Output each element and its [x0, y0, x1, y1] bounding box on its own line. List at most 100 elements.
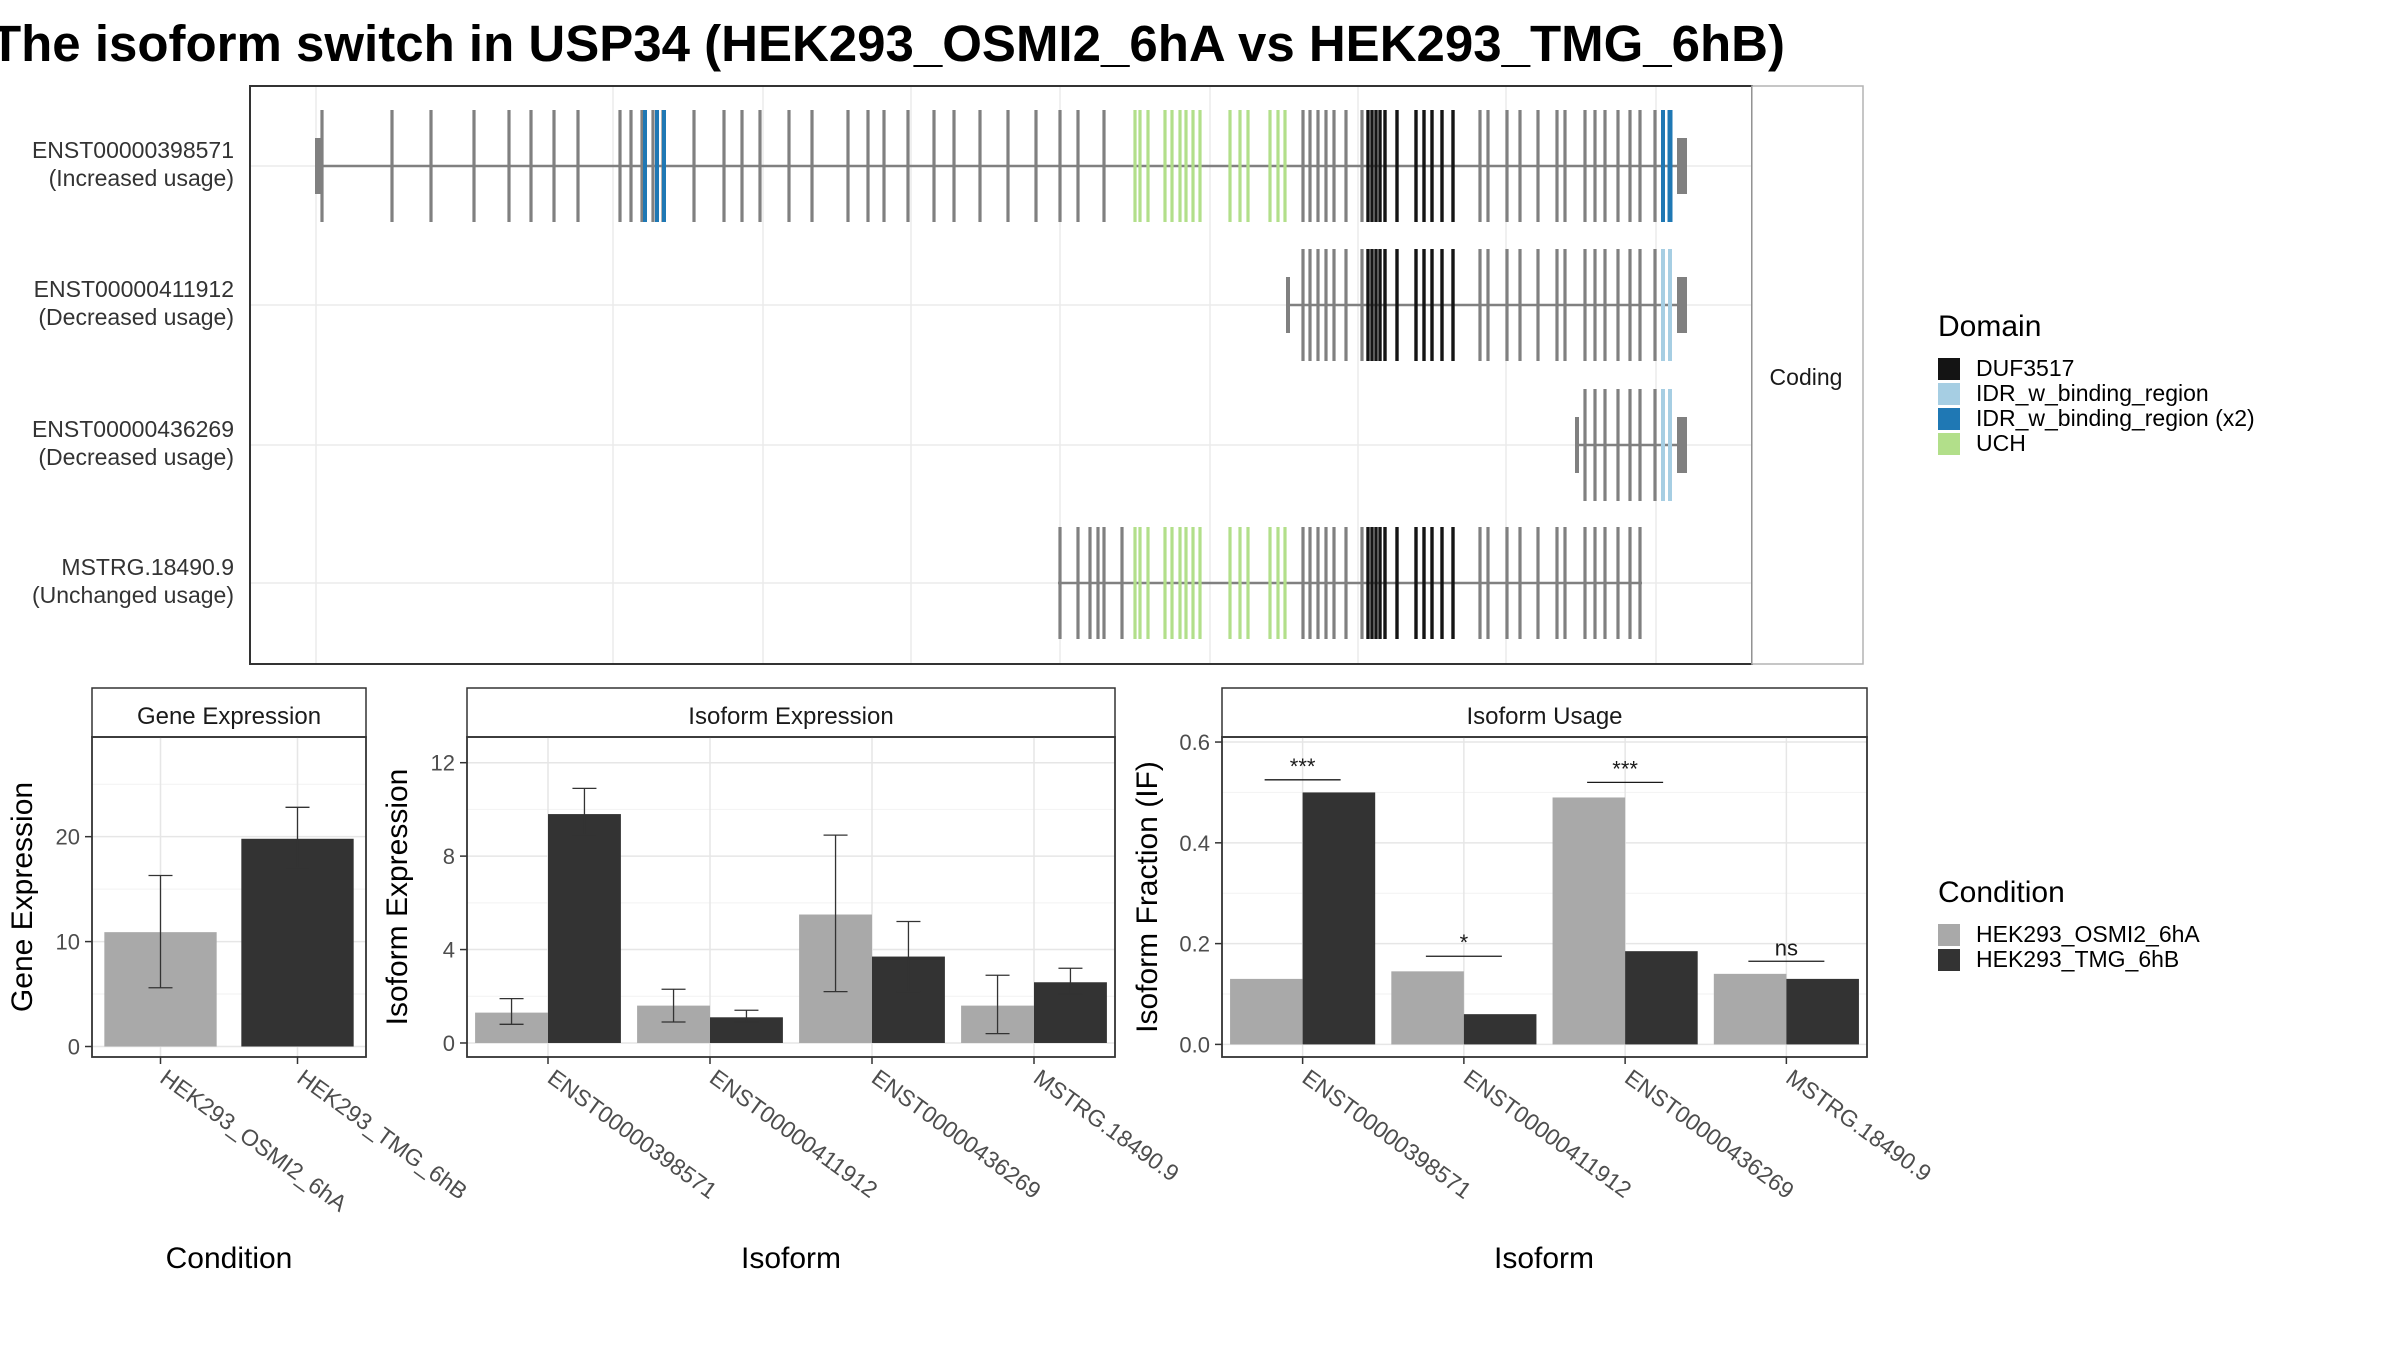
duf3517-exon	[1378, 527, 1382, 639]
significance-label: ns	[1775, 935, 1798, 960]
exon	[1088, 527, 1092, 639]
exon	[787, 110, 791, 222]
duf3517-exon	[1414, 110, 1418, 222]
legend-label: DUF3517	[1976, 355, 2074, 381]
exon	[1102, 110, 1106, 222]
structure-strip	[1751, 85, 1864, 665]
exon	[1593, 249, 1597, 361]
legend-title-condition: Condition	[1938, 876, 2065, 909]
exon	[1324, 110, 1328, 222]
exon	[1332, 527, 1336, 639]
utr-exon	[1286, 277, 1290, 333]
x-tick-label: ENST00000398571	[1298, 1064, 1477, 1204]
uch-exon	[1133, 527, 1137, 639]
exon	[1301, 527, 1305, 639]
y-axis-title: Gene Expression	[6, 782, 39, 1012]
legend-swatch	[1938, 408, 1960, 430]
chart-panel-border	[1221, 736, 1868, 1058]
exon	[1518, 110, 1522, 222]
exon	[1360, 249, 1364, 361]
exon	[1324, 249, 1328, 361]
x-tick-label: ENST00000436269	[1620, 1064, 1799, 1204]
isoform-label: ENST00000436269	[32, 416, 234, 442]
uch-exon	[1133, 110, 1137, 222]
uch-exon	[1170, 527, 1174, 639]
x-tick-label: ENST00000411912	[1459, 1064, 1636, 1203]
exon	[906, 110, 910, 222]
exon	[952, 110, 956, 222]
exon	[1653, 110, 1657, 222]
uch-exon	[1191, 527, 1195, 639]
exon	[576, 110, 580, 222]
exon	[1058, 110, 1062, 222]
exon	[1486, 249, 1490, 361]
exon	[618, 110, 622, 222]
exon	[629, 110, 633, 222]
isoform-label: ENST00000398571	[32, 137, 234, 163]
legend-label: HEK293_TMG_6hB	[1976, 946, 2179, 972]
exon	[1308, 527, 1312, 639]
duf3517-exon	[1422, 110, 1426, 222]
x-axis-title: Isoform	[741, 1242, 841, 1275]
isoform-label: MSTRG.18490.9	[61, 554, 234, 580]
exon	[692, 110, 696, 222]
y-tick-label: 0.0	[1179, 1032, 1210, 1057]
exon	[472, 110, 476, 222]
exon	[1006, 110, 1010, 222]
legend-swatch	[1938, 433, 1960, 455]
uch-exon	[1163, 527, 1167, 639]
exon	[1486, 110, 1490, 222]
duf3517-exon	[1440, 527, 1444, 639]
exon	[1316, 249, 1320, 361]
uch-exon	[1146, 110, 1150, 222]
exon	[1360, 110, 1364, 222]
duf3517-exon	[1383, 249, 1387, 361]
exon	[866, 110, 870, 222]
exon	[1583, 249, 1587, 361]
significance-label: ***	[1612, 756, 1638, 781]
chart-title: Gene Expression	[137, 703, 321, 730]
legend-label: UCH	[1976, 430, 2026, 456]
chart-panel-border	[466, 736, 1116, 1058]
chart-title: Isoform Expression	[688, 703, 893, 730]
x-tick-label: MSTRG.18490.9	[1029, 1064, 1184, 1186]
exon	[1058, 527, 1062, 639]
legend-swatch	[1938, 924, 1960, 946]
exon	[1628, 389, 1632, 501]
exon	[1653, 389, 1657, 501]
uch-exon	[1268, 110, 1272, 222]
idr-x2-exon	[655, 110, 659, 222]
utr-exon	[315, 138, 323, 194]
y-tick-label: 12	[431, 751, 455, 776]
uch-exon	[1246, 110, 1250, 222]
duf3517-exon	[1440, 110, 1444, 222]
exon	[1616, 249, 1620, 361]
bar	[1552, 797, 1626, 1045]
exon	[1555, 527, 1559, 639]
chart-panel-2: Isoform Expression04812ENST00000398571EN…	[381, 687, 1184, 1275]
bar	[1713, 973, 1787, 1045]
utr-exon	[1677, 138, 1687, 194]
uch-exon	[1138, 527, 1142, 639]
duf3517-exon	[1422, 527, 1426, 639]
exon	[810, 110, 814, 222]
exon	[1563, 249, 1567, 361]
uch-exon	[1163, 110, 1167, 222]
exon	[1076, 110, 1080, 222]
exon	[1593, 389, 1597, 501]
exon	[1638, 110, 1642, 222]
exon	[1316, 110, 1320, 222]
exon	[758, 110, 762, 222]
chart-title: Isoform Usage	[1466, 703, 1622, 730]
exon	[1301, 249, 1305, 361]
idr-x2-exon	[1667, 110, 1673, 222]
isoform-usage-label: (Increased usage)	[49, 165, 234, 191]
uch-exon	[1283, 110, 1287, 222]
exon	[882, 110, 886, 222]
chart-panel-3: Isoform Usage*******ns0.00.20.40.6ENST00…	[1131, 687, 1936, 1275]
idr-exon	[1668, 389, 1672, 501]
exon	[1505, 110, 1509, 222]
exon	[1603, 249, 1607, 361]
uch-exon	[1184, 110, 1188, 222]
